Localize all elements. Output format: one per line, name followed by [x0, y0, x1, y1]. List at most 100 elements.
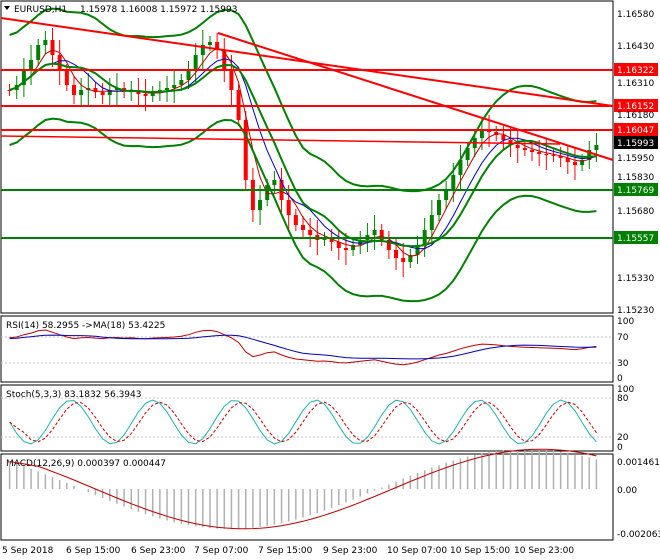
candle-body: [572, 162, 577, 165]
rsi-lines: [9, 329, 597, 366]
candle-body: [544, 154, 549, 155]
candle-body: [43, 40, 48, 45]
candle-body: [71, 85, 76, 95]
candle-body: [394, 250, 399, 258]
candle-body: [530, 150, 535, 152]
candle-body: [36, 45, 41, 60]
candle-body: [165, 88, 170, 90]
candle-body: [179, 80, 184, 85]
stoch-label: Stoch(5,3,3) 83.1832 56.3943: [6, 390, 141, 400]
rsi-tick: 0: [617, 374, 623, 384]
candle-body: [587, 150, 592, 160]
candle-body: [64, 70, 69, 85]
bollinger-mid: [9, 62, 597, 248]
time-axis: 5 Sep 2018 6 Sep 15:00 6 Sep 23:00 7 Sep…: [2, 546, 574, 556]
stoch-lines: [9, 399, 597, 445]
time-tick: 7 Sep 07:00: [194, 546, 249, 556]
rsi-label: RSI(14) 58.2955 ->MA(18) 53.4225: [6, 321, 165, 331]
time-tick: 7 Sep 15:00: [258, 546, 313, 556]
candle-body: [479, 130, 484, 138]
candle-body: [93, 88, 98, 92]
candle-body: [379, 230, 384, 240]
candle-body: [172, 85, 177, 88]
candle-body: [100, 92, 105, 95]
candle-body: [451, 175, 456, 190]
price-tick: 1.15330: [617, 274, 654, 284]
candle-body: [50, 40, 55, 55]
candle-body: [336, 242, 341, 248]
time-tick: 5 Sep 2018: [2, 546, 54, 556]
svg-text:1.16047: 1.16047: [617, 126, 654, 136]
bollinger-upper: [9, 7, 597, 193]
candle-body: [143, 94, 148, 96]
candle-body: [329, 238, 334, 242]
candle-body: [29, 60, 34, 70]
candle-body: [293, 215, 298, 225]
macd-signal-line: [9, 448, 597, 530]
candle-body: [444, 190, 449, 200]
macd-tick: -0.002063: [617, 530, 660, 540]
candle-body: [386, 240, 391, 250]
level-label-1: 1.16322: [614, 63, 658, 76]
price-tick: 1.15830: [617, 173, 654, 183]
price-tick: 1.16180: [617, 111, 654, 121]
candle-body: [186, 70, 191, 80]
rsi-tick: 100: [617, 317, 634, 327]
candle-body: [465, 148, 470, 160]
symbol-header: EURUSD,H1 1.15978 1.16008 1.15972 1.1599…: [4, 5, 237, 15]
stoch-tick: 20: [617, 433, 629, 443]
macd-pane[interactable]: [0, 453, 614, 541]
candle-body: [207, 42, 212, 45]
price-tick: 1.16580: [617, 10, 654, 20]
level-label-3: 1.16047: [614, 123, 658, 136]
svg-text:1.16152: 1.16152: [617, 102, 654, 112]
macd-histogram: [8, 449, 598, 529]
candle-body: [458, 160, 463, 175]
ma-fast: [9, 47, 597, 257]
candle-body: [537, 152, 542, 154]
candle-body: [193, 55, 198, 70]
rsi-tick: 70: [617, 333, 629, 343]
price-tick: 1.15680: [617, 207, 654, 217]
stoch-pane[interactable]: [0, 384, 614, 452]
candle-body: [372, 230, 377, 235]
macd-tick: 0.001461: [617, 458, 660, 468]
time-tick: 9 Sep 23:00: [323, 546, 378, 556]
price-pane[interactable]: [0, 0, 614, 314]
svg-text:1.15557: 1.15557: [617, 234, 654, 244]
candle-body: [107, 90, 112, 95]
candle-body: [57, 55, 62, 70]
current-price-label: 1.15993: [614, 136, 658, 149]
candle-body: [7, 90, 12, 91]
price-tick: 1.16310: [617, 79, 654, 89]
candle-body: [401, 258, 406, 262]
candle-body: [215, 42, 220, 50]
candle-body: [551, 155, 556, 156]
candle-body: [594, 145, 599, 150]
candle-body: [343, 248, 348, 250]
candle-body: [265, 185, 270, 200]
level-label-4: 1.15769: [614, 183, 658, 196]
candle-body: [258, 200, 263, 210]
candle-body: [200, 45, 205, 55]
candle-body: [286, 200, 291, 215]
time-tick: 6 Sep 15:00: [66, 546, 121, 556]
ohlc-readout: 1.15978 1.16008 1.15972 1.15993: [80, 5, 237, 15]
candle-body: [222, 50, 227, 70]
trendline-2[interactable]: [217, 32, 614, 161]
macd-tick: 0.00: [617, 486, 637, 496]
candle-body: [501, 135, 506, 140]
time-tick: 10 Sep 15:00: [450, 546, 510, 556]
stoch-tick: 100: [617, 385, 634, 395]
candle-body: [508, 140, 513, 145]
candle-body: [150, 92, 155, 96]
trendline-3[interactable]: [0, 135, 561, 145]
rsi-pane[interactable]: [0, 315, 614, 383]
candle-body: [565, 158, 570, 162]
candle-body: [21, 70, 26, 85]
symbol-label: EURUSD,H1: [14, 5, 67, 15]
candle-body: [515, 145, 520, 148]
svg-text:1.15993: 1.15993: [617, 139, 654, 149]
